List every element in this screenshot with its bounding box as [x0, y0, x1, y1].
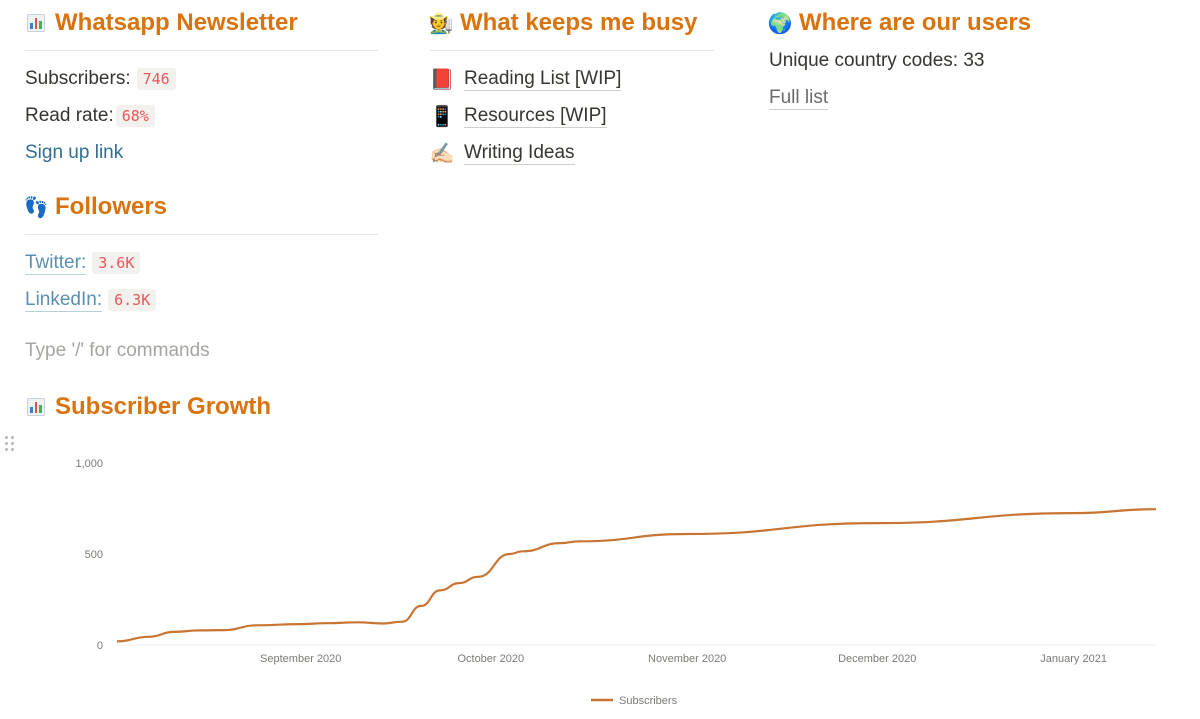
editor-placeholder: Type '/' for commands: [25, 340, 210, 361]
subscribers-value: 746: [136, 68, 176, 90]
footprints-icon: 👣: [23, 196, 49, 219]
reading-list-label[interactable]: Reading List [WIP]: [464, 67, 622, 91]
twitter-value: 3.6K: [92, 252, 141, 274]
busy-title: What keeps me busy: [460, 9, 698, 36]
read-rate-value: 68%: [115, 105, 155, 127]
series-line-subscribers: [116, 508, 1157, 643]
x-tick-label: November 2020: [648, 653, 726, 665]
farmer-icon: 🧑‍🌾: [428, 12, 454, 35]
followers-title: Followers: [55, 193, 168, 220]
linkedin-link[interactable]: LinkedIn:: [25, 288, 103, 312]
read-rate-line: Read rate: 68%: [25, 104, 378, 128]
page-link-reading-list[interactable]: 📕 Reading List [WIP]: [430, 67, 714, 91]
resources-label[interactable]: Resources [WIP]: [464, 104, 607, 128]
twitter-line: Twitter: 3.6K: [25, 251, 378, 275]
newsletter-title: Whatsapp Newsletter: [55, 9, 298, 36]
column-left: Whatsapp Newsletter Subscribers: 746 Rea…: [23, 0, 378, 422]
column-middle: 🧑‍🌾 What keeps me busy 📕 Reading List [W…: [428, 0, 714, 165]
newsletter-heading: Whatsapp Newsletter: [25, 8, 378, 38]
subscribers-label: Subscribers:: [25, 68, 131, 89]
twitter-link[interactable]: Twitter:: [25, 251, 87, 275]
x-tick-label: September 2020: [260, 653, 341, 665]
full-list-line: Full list: [769, 86, 1169, 110]
signup-line: Sign up link: [25, 141, 378, 165]
divider: [25, 234, 378, 235]
x-tick-label: October 2020: [457, 653, 524, 665]
divider: [25, 50, 378, 51]
legend-label: Subscribers: [619, 695, 678, 707]
command-line[interactable]: Type '/' for commands: [25, 339, 378, 363]
busy-heading: 🧑‍🌾 What keeps me busy: [428, 8, 714, 38]
column-right: 🌍 Where are our users Unique country cod…: [767, 0, 1169, 110]
bar-chart-icon: [25, 398, 47, 416]
writing-ideas-label[interactable]: Writing Ideas: [464, 141, 575, 165]
subscribers-line: Subscribers: 746: [25, 67, 378, 91]
full-list-link[interactable]: Full list: [769, 86, 829, 110]
bar-chart-icon: [25, 14, 47, 32]
drag-handle-icon[interactable]: [5, 436, 15, 454]
page-link-writing-ideas[interactable]: ✍🏻 Writing Ideas: [430, 141, 714, 165]
subscriber-growth-chart: 0 500 1,000 September 2020 October 2020 Novem…: [75, 458, 1157, 707]
globe-icon: 🌍: [767, 12, 793, 35]
country-codes-text: Unique country codes: 33: [769, 50, 985, 71]
x-tick-label: January 2021: [1040, 653, 1107, 665]
linkedin-line: LinkedIn: 6.3K: [25, 288, 378, 312]
signup-link[interactable]: Sign up link: [25, 142, 124, 163]
red-book-icon: 📕: [429, 68, 455, 91]
y-tick-label: 0: [97, 640, 103, 652]
page-link-resources[interactable]: 📱 Resources [WIP]: [430, 104, 714, 128]
mobile-phone-icon: 📱: [429, 105, 455, 128]
linkedin-value: 6.3K: [108, 289, 157, 311]
growth-heading: Subscriber Growth: [25, 392, 378, 422]
followers-heading: 👣 Followers: [23, 192, 378, 222]
y-tick-label: 1,000: [75, 458, 103, 470]
y-tick-label: 500: [85, 549, 103, 561]
x-tick-label: December 2020: [838, 653, 916, 665]
growth-title: Subscriber Growth: [55, 393, 272, 420]
users-title: Where are our users: [799, 9, 1032, 36]
users-heading: 🌍 Where are our users: [767, 8, 1169, 38]
country-codes-line: Unique country codes: 33: [769, 49, 1169, 73]
read-rate-label: Read rate:: [25, 105, 114, 126]
divider: [430, 50, 714, 51]
writing-hand-icon: ✍🏻: [429, 142, 455, 165]
